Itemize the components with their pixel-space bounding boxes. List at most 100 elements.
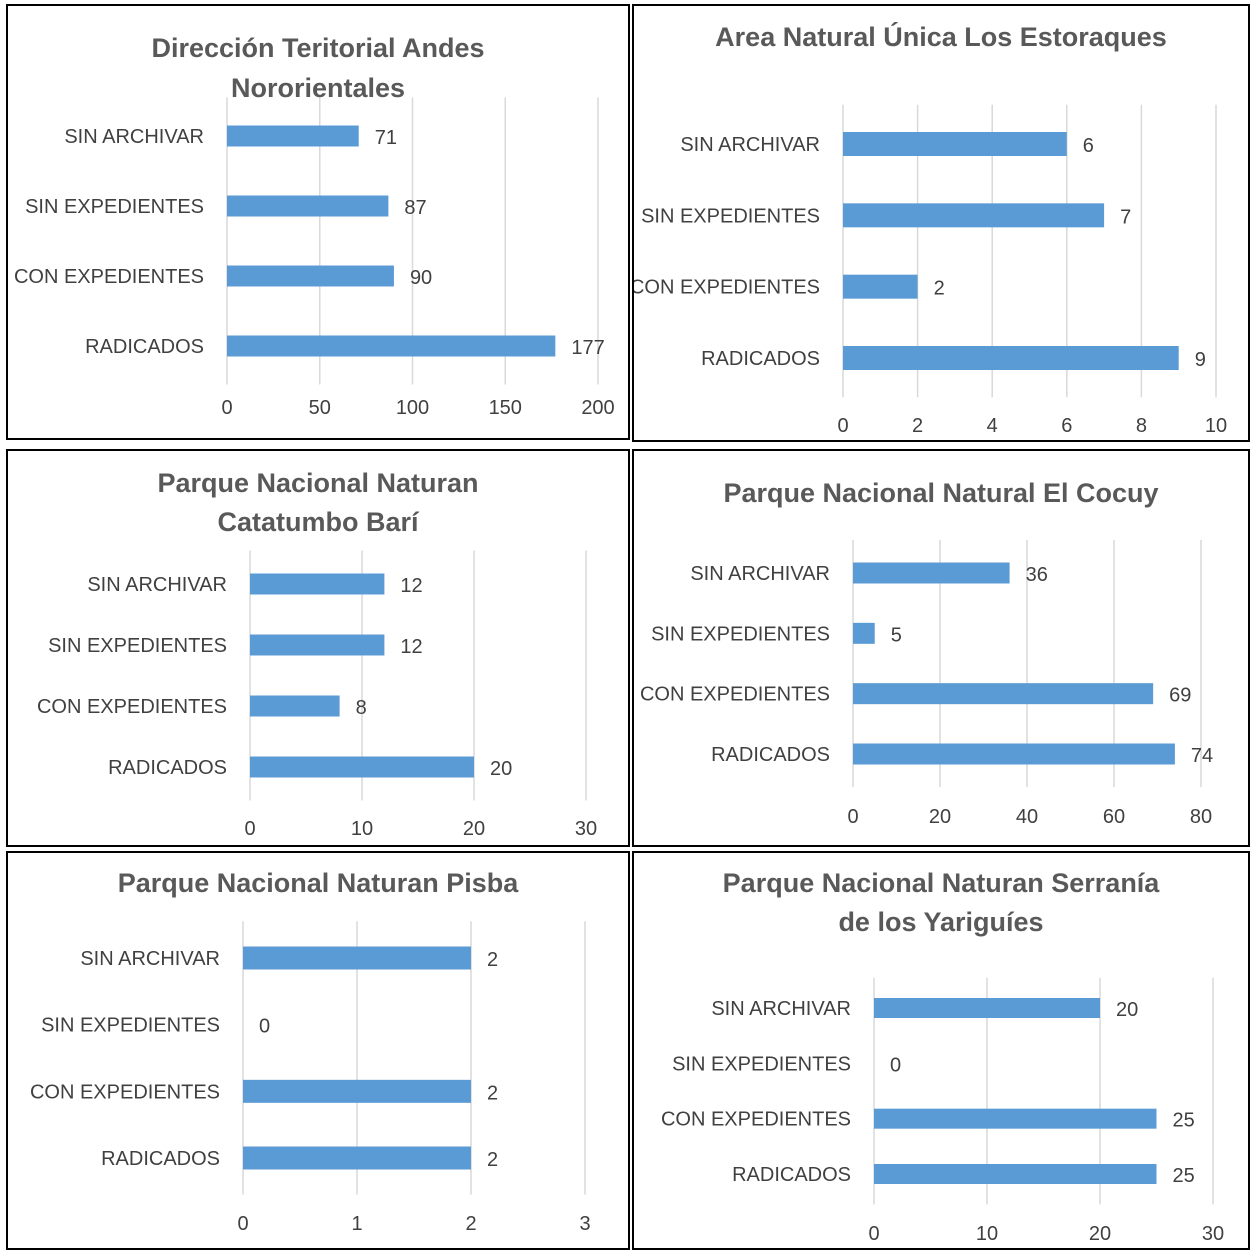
data-label: 8 <box>356 697 367 719</box>
bar <box>853 743 1175 765</box>
bar <box>843 346 1179 370</box>
x-tick-label: 0 <box>837 415 848 437</box>
category-label: SIN EXPEDIENTES <box>651 623 830 645</box>
x-tick-label: 0 <box>221 397 232 419</box>
bar <box>843 274 918 299</box>
x-tick-label: 3 <box>579 1213 590 1235</box>
category-label: CON EXPEDIENTES <box>37 696 227 718</box>
chart-svg-5: Parque Nacional Naturan Pisba 0 1 2 3 SIN ARC… <box>30 868 591 1235</box>
chart-panel-1: Dirección Teritorial Andes Nororientales 0… <box>6 4 630 440</box>
data-label: 0 <box>890 1054 901 1076</box>
bar <box>843 203 1105 228</box>
category-label: RADICADOS <box>701 348 820 370</box>
chart-svg-3: Parque Nacional Naturan Catatumbo Barí 0 10… <box>37 468 597 840</box>
bar <box>250 695 340 717</box>
x-tick-label: 40 <box>1016 806 1038 828</box>
chart-title: Parque Nacional Naturan Serranía <box>723 868 1161 898</box>
x-tick-label: 60 <box>1103 806 1125 828</box>
chart-panel-4: Parque Nacional Natural El Cocuy 0 20 40 60 8… <box>632 449 1250 847</box>
data-label: 20 <box>1116 999 1138 1021</box>
bar <box>243 1146 471 1170</box>
x-tick-label: 50 <box>309 397 331 419</box>
x-tick-label: 2 <box>465 1213 476 1235</box>
x-tick-label: 0 <box>847 806 858 828</box>
category-label: CON EXPEDIENTES <box>30 1081 220 1103</box>
category-label: SIN EXPEDIENTES <box>41 1015 220 1037</box>
category-label: SIN ARCHIVAR <box>64 126 204 148</box>
chart-title: Dirección Teritorial Andes <box>151 33 484 63</box>
x-tick-label: 80 <box>1190 806 1212 828</box>
category-label: RADICADOS <box>711 744 830 766</box>
bar <box>227 335 556 357</box>
data-label: 12 <box>400 636 422 658</box>
x-tick-label: 20 <box>1089 1223 1111 1245</box>
data-label: 2 <box>487 949 498 971</box>
x-tick-label: 8 <box>1136 415 1147 437</box>
bar <box>227 125 359 147</box>
x-tick-label: 20 <box>463 818 485 840</box>
bar <box>250 573 385 595</box>
data-label: 71 <box>375 127 397 149</box>
chart-title: Area Natural Única Los Estoraques <box>715 21 1167 52</box>
category-label: SIN EXPEDIENTES <box>672 1053 851 1075</box>
bar <box>874 998 1100 1018</box>
chart-title: de los Yariguíes <box>838 907 1043 937</box>
x-tick-label: 10 <box>351 818 373 840</box>
category-label: RADICADOS <box>108 757 227 779</box>
chart-title: Parque Nacional Naturan Pisba <box>118 868 520 898</box>
chart-title: Parque Nacional Naturan <box>157 468 478 498</box>
data-label: 177 <box>571 337 604 359</box>
data-label: 69 <box>1169 685 1191 707</box>
chart-panel-3: Parque Nacional Naturan Catatumbo Barí 0 10… <box>6 449 630 847</box>
data-label: 5 <box>891 624 902 646</box>
data-label: 20 <box>490 758 512 780</box>
bar <box>874 1108 1157 1129</box>
data-label: 87 <box>404 197 426 219</box>
data-label: 2 <box>487 1149 498 1171</box>
x-tick-label: 0 <box>244 818 255 840</box>
category-label: SIN ARCHIVAR <box>690 563 830 585</box>
bar <box>227 195 389 217</box>
category-label: CON EXPEDIENTES <box>634 277 820 299</box>
x-tick-label: 30 <box>1202 1223 1224 1245</box>
x-tick-label: 20 <box>929 806 951 828</box>
bar <box>250 634 385 656</box>
x-tick-label: 2 <box>912 415 923 437</box>
category-label: SIN ARCHIVAR <box>711 998 851 1020</box>
x-tick-label: 0 <box>237 1213 248 1235</box>
chart-svg-2: Area Natural Única Los Estoraques 0 2 4 6 8 10… <box>634 21 1227 437</box>
bar <box>227 265 394 287</box>
category-label: RADICADOS <box>732 1164 851 1186</box>
data-label: 90 <box>410 267 432 289</box>
category-label: CON EXPEDIENTES <box>661 1109 851 1131</box>
bar <box>250 756 474 778</box>
category-label: RADICADOS <box>101 1148 220 1170</box>
chart-panel-6: Parque Nacional Naturan Serranía de los Y… <box>632 851 1250 1250</box>
data-label: 25 <box>1173 1110 1195 1132</box>
chart-svg-4: Parque Nacional Natural El Cocuy 0 20 40 60 8… <box>640 478 1213 828</box>
data-label: 0 <box>259 1016 270 1038</box>
data-label: 7 <box>1120 206 1131 228</box>
category-label: SIN EXPEDIENTES <box>25 196 204 218</box>
x-tick-label: 4 <box>987 415 998 437</box>
x-tick-label: 6 <box>1061 415 1072 437</box>
data-label: 2 <box>487 1082 498 1104</box>
category-label: SIN ARCHIVAR <box>680 134 820 156</box>
category-label: SIN EXPEDIENTES <box>48 635 227 657</box>
data-label: 12 <box>400 575 422 597</box>
category-label: RADICADOS <box>85 336 204 358</box>
x-tick-label: 1 <box>351 1213 362 1235</box>
chart-panel-2: Area Natural Única Los Estoraques 0 2 4 6 8 10… <box>632 4 1250 442</box>
chart-svg-1: Dirección Teritorial Andes Nororientales 0… <box>14 33 615 419</box>
bar <box>853 683 1154 705</box>
chart-title: Catatumbo Barí <box>217 507 420 537</box>
data-label: 36 <box>1026 564 1048 586</box>
x-tick-label: 150 <box>489 397 522 419</box>
x-tick-label: 100 <box>396 397 429 419</box>
x-tick-label: 0 <box>868 1223 879 1245</box>
category-label: CON EXPEDIENTES <box>14 266 204 288</box>
bar <box>853 562 1010 584</box>
data-label: 9 <box>1195 349 1206 371</box>
data-label: 2 <box>934 278 945 300</box>
